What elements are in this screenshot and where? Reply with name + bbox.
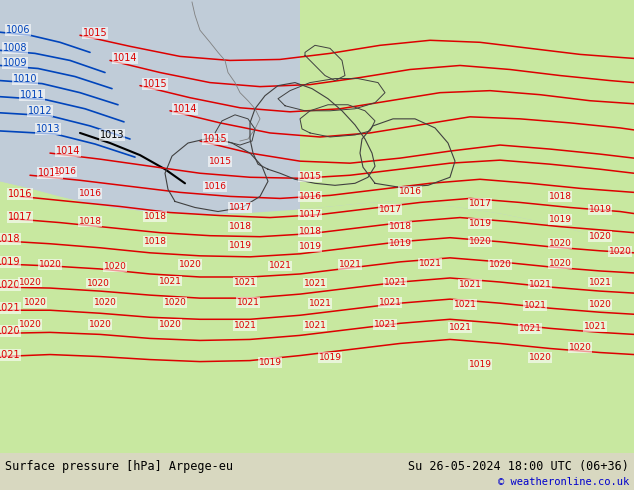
Text: 1020: 1020 bbox=[23, 297, 46, 307]
Text: 1021: 1021 bbox=[236, 297, 259, 307]
Text: 1016: 1016 bbox=[299, 192, 321, 201]
Text: 1021: 1021 bbox=[373, 320, 396, 329]
Text: 1021: 1021 bbox=[384, 277, 406, 287]
Text: 1020: 1020 bbox=[588, 300, 611, 309]
Text: 1018: 1018 bbox=[299, 227, 321, 236]
Text: 1020: 1020 bbox=[94, 297, 117, 307]
Text: 1015: 1015 bbox=[82, 28, 107, 38]
Text: © weatheronline.co.uk: © weatheronline.co.uk bbox=[498, 477, 629, 487]
Text: 1012: 1012 bbox=[28, 106, 53, 116]
Text: 1014: 1014 bbox=[56, 146, 81, 156]
Text: 1015: 1015 bbox=[203, 134, 228, 144]
Text: 1018: 1018 bbox=[548, 192, 571, 201]
Text: 1021: 1021 bbox=[449, 323, 472, 332]
Text: 1021: 1021 bbox=[524, 301, 547, 310]
Text: 1020: 1020 bbox=[158, 320, 181, 329]
Text: 1020: 1020 bbox=[103, 263, 126, 271]
Text: 1021: 1021 bbox=[583, 322, 607, 331]
Text: 1018: 1018 bbox=[143, 212, 167, 221]
Text: 1019: 1019 bbox=[469, 360, 491, 369]
Text: 1021: 1021 bbox=[304, 321, 327, 330]
Text: Surface pressure [hPa] Arpege-eu: Surface pressure [hPa] Arpege-eu bbox=[5, 460, 233, 473]
Text: 1020: 1020 bbox=[18, 277, 41, 287]
Text: 1016: 1016 bbox=[8, 190, 32, 199]
Text: 1020: 1020 bbox=[489, 260, 512, 270]
Text: 1021: 1021 bbox=[529, 279, 552, 289]
Text: 1014: 1014 bbox=[113, 53, 137, 63]
Text: 1021: 1021 bbox=[0, 349, 20, 360]
Text: 1016: 1016 bbox=[399, 187, 422, 196]
Text: 1021: 1021 bbox=[304, 278, 327, 288]
Text: 1019: 1019 bbox=[389, 239, 411, 248]
Text: 1021: 1021 bbox=[233, 277, 256, 287]
Text: 1020: 1020 bbox=[609, 247, 631, 256]
Text: 1016: 1016 bbox=[204, 182, 226, 191]
Text: 1018: 1018 bbox=[228, 222, 252, 231]
Text: 1021: 1021 bbox=[339, 260, 361, 270]
Text: 1021: 1021 bbox=[453, 300, 476, 309]
Text: 1014: 1014 bbox=[172, 104, 197, 114]
Text: 1019: 1019 bbox=[318, 353, 342, 362]
Text: 1021: 1021 bbox=[378, 297, 401, 307]
Text: 1018: 1018 bbox=[79, 217, 101, 226]
Text: 1021: 1021 bbox=[588, 277, 611, 287]
Text: 1015: 1015 bbox=[37, 168, 62, 178]
Text: 1017: 1017 bbox=[8, 212, 32, 221]
Text: 1018: 1018 bbox=[0, 234, 20, 244]
Text: 1021: 1021 bbox=[519, 324, 541, 333]
Text: 1021: 1021 bbox=[269, 261, 292, 270]
Text: 1020: 1020 bbox=[548, 259, 571, 269]
Text: 1020: 1020 bbox=[0, 326, 20, 336]
Text: 1017: 1017 bbox=[228, 203, 252, 212]
Text: 1015: 1015 bbox=[143, 78, 167, 89]
Text: 1021: 1021 bbox=[458, 279, 481, 289]
Text: 1019: 1019 bbox=[469, 219, 491, 228]
Text: 1016: 1016 bbox=[79, 189, 101, 198]
Text: 1019: 1019 bbox=[299, 242, 321, 251]
Text: 1019: 1019 bbox=[588, 205, 612, 214]
Text: 1021: 1021 bbox=[309, 299, 332, 308]
Text: 1020: 1020 bbox=[548, 239, 571, 248]
Polygon shape bbox=[0, 181, 634, 453]
Text: 1021: 1021 bbox=[158, 276, 181, 286]
Text: 1020: 1020 bbox=[0, 280, 20, 290]
Text: 1020: 1020 bbox=[529, 353, 552, 362]
Text: 1010: 1010 bbox=[13, 74, 37, 84]
Text: 1020: 1020 bbox=[89, 320, 112, 329]
Text: 1015: 1015 bbox=[209, 157, 231, 166]
Text: 1020: 1020 bbox=[87, 278, 110, 288]
Text: 1020: 1020 bbox=[569, 343, 592, 352]
Text: 1020: 1020 bbox=[164, 297, 186, 307]
Text: 1019: 1019 bbox=[228, 241, 252, 250]
Polygon shape bbox=[0, 0, 165, 212]
Text: 1011: 1011 bbox=[20, 90, 44, 99]
Text: 1021: 1021 bbox=[233, 321, 256, 330]
Text: 1020: 1020 bbox=[469, 237, 491, 246]
Text: 1017: 1017 bbox=[378, 205, 401, 214]
Text: 1006: 1006 bbox=[6, 25, 30, 35]
Text: 1018: 1018 bbox=[143, 237, 167, 246]
Text: 1021: 1021 bbox=[418, 259, 441, 269]
Text: 1017: 1017 bbox=[299, 210, 321, 219]
Text: 1016: 1016 bbox=[53, 167, 77, 176]
Text: Su 26-05-2024 18:00 UTC (06+36): Su 26-05-2024 18:00 UTC (06+36) bbox=[408, 460, 629, 473]
Text: 1008: 1008 bbox=[3, 43, 27, 53]
Text: 1019: 1019 bbox=[259, 358, 281, 367]
Text: 1019: 1019 bbox=[548, 215, 571, 224]
Text: 1009: 1009 bbox=[3, 58, 27, 69]
Text: 1021: 1021 bbox=[0, 303, 20, 313]
Text: 1013: 1013 bbox=[100, 130, 124, 140]
Polygon shape bbox=[0, 0, 200, 75]
Text: 1015: 1015 bbox=[299, 172, 321, 181]
Text: 1020: 1020 bbox=[39, 260, 61, 270]
Text: 1020: 1020 bbox=[18, 320, 41, 329]
Text: 1020: 1020 bbox=[179, 260, 202, 270]
Text: 1013: 1013 bbox=[36, 124, 60, 134]
Text: 1018: 1018 bbox=[389, 222, 411, 231]
Polygon shape bbox=[300, 0, 634, 252]
Text: 1017: 1017 bbox=[469, 199, 491, 208]
Text: 1019: 1019 bbox=[0, 257, 20, 267]
Text: 1020: 1020 bbox=[588, 232, 611, 241]
